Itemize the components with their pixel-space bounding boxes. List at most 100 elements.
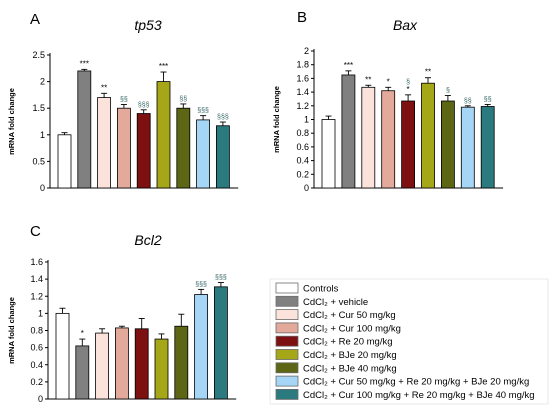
legend-entry: CdCl₂ + Cur 100 mg/kg: [303, 323, 401, 334]
y-tick-label: 0.6: [296, 142, 309, 152]
legend-entry: Controls: [303, 284, 339, 295]
legend-swatch: [275, 335, 299, 347]
bar: [136, 113, 151, 189]
y-tick-label: 0.4: [296, 156, 309, 166]
panel-c: C Bcl2 mRNA fold change 0 0.2 0.4 0.6 0.8 1 1.2 1.…: [7, 223, 237, 404]
chart-title: Bcl2: [134, 232, 161, 248]
y-tick-label: 0: [38, 394, 43, 404]
bar: [194, 294, 209, 400]
bar: [95, 332, 109, 400]
bar: [154, 338, 169, 400]
y-tick-label: 1.2: [296, 101, 309, 111]
significance-label: *: [81, 329, 84, 338]
y-tick-label: 2: [304, 46, 309, 56]
bar: [361, 86, 376, 189]
bar: [117, 107, 131, 189]
y-tick-label: 1.8: [296, 60, 309, 70]
bar: [156, 81, 171, 189]
significance-label: §§§: [217, 114, 229, 121]
legend-swatch: [275, 388, 299, 400]
bar: [134, 328, 149, 400]
legend-entry: CdCl₂ + BJe 20 mg/kg: [303, 350, 397, 361]
y-tick-label: 0.2: [296, 169, 309, 179]
bar: [440, 100, 455, 189]
significance-label: ***: [159, 62, 168, 71]
bar: [196, 119, 211, 189]
legend-entry: CdCl₂ + BJe 40 mg/kg: [303, 363, 397, 374]
legend-swatch: [275, 322, 299, 334]
legend-swatch: [275, 309, 299, 321]
legend-swatch: [275, 295, 299, 307]
bar: [97, 97, 111, 189]
significance-label: §: [406, 79, 410, 86]
legend-entry: CdCl₂ + Cur 50 mg/kg: [303, 310, 396, 321]
legend-entry: CdCl₂ + vehicle: [303, 297, 368, 308]
legend: Controls CdCl₂ + vehicle CdCl₂ + Cur 50 mg…: [269, 278, 549, 405]
y-tick-label: 1.4: [30, 274, 43, 284]
significance-label: ***: [344, 61, 353, 70]
legend-swatch: [275, 375, 299, 387]
y-tick-label: 0.8: [30, 326, 43, 336]
significance-label: §§§: [215, 275, 227, 282]
bar: [321, 119, 336, 189]
legend-entry: CdCl₂ + Cur 50 mg/kg + Re 20 mg/kg + BJe…: [303, 377, 529, 388]
significance-label: §§§: [138, 102, 150, 109]
y-axis-label: mRNA fold change: [7, 297, 16, 364]
panel-letter: C: [30, 223, 41, 240]
bar: [480, 106, 495, 189]
bar: [174, 325, 189, 400]
significance-label: **: [425, 68, 431, 77]
legend-swatch: [275, 282, 299, 294]
y-tick-label: 0.6: [30, 343, 43, 353]
bar: [341, 74, 356, 189]
bar: [115, 327, 129, 400]
y-tick-label: 1.6: [30, 257, 43, 267]
bar: [176, 107, 191, 189]
bar: [421, 82, 435, 189]
bar: [77, 70, 92, 189]
bar: [401, 100, 416, 189]
y-tick-label: 1.5: [32, 103, 45, 113]
significance-label: ***: [80, 59, 89, 68]
panel-b: B Bax mRNA fold change 0 0.2 0.4 0.6 0.8 1 1.2 1.4…: [272, 9, 504, 193]
y-tick-label: 1.4: [296, 87, 309, 97]
chart-title: Bax: [393, 17, 418, 33]
panel-letter: B: [297, 9, 307, 26]
y-axis-label: mRNA fold change: [7, 88, 16, 155]
y-tick-label: 2.5: [32, 50, 45, 60]
legend-swatch: [275, 349, 299, 360]
significance-label: §§: [120, 96, 128, 103]
significance-label: §§: [464, 98, 472, 105]
significance-label: **: [101, 83, 107, 92]
y-tick-label: 1: [38, 308, 43, 318]
legend-entry: CdCl₂ + Re 20 mg/kg: [303, 337, 393, 348]
significance-label: §§: [179, 96, 187, 103]
significance-label: §§: [484, 96, 492, 103]
y-tick-label: 0.2: [30, 377, 43, 387]
legend-frame: [269, 278, 549, 405]
significance-label: *: [407, 85, 410, 94]
y-axis-label: mRNA fold change: [272, 86, 281, 153]
y-tick-label: 0: [40, 183, 45, 193]
bar: [55, 312, 70, 400]
panel-letter: A: [30, 11, 40, 28]
y-tick-label: 1: [304, 115, 309, 125]
y-tick-label: 0.8: [296, 128, 309, 138]
significance-label: **: [365, 75, 371, 84]
bar: [75, 345, 90, 400]
bar: [460, 106, 475, 189]
significance-label: §: [446, 88, 450, 95]
legend-swatch: [275, 362, 299, 374]
bar: [215, 125, 230, 189]
legend-entry: CdCl₂ + Cur 100 mg/kg + Re 20 mg/kg + BJ…: [303, 390, 535, 401]
bar: [57, 134, 72, 189]
y-tick-label: 1: [40, 130, 45, 140]
significance-label: *: [387, 77, 390, 86]
y-tick-label: 0.4: [30, 360, 43, 370]
significance-label: §§§: [197, 108, 209, 115]
y-tick-label: 1.2: [30, 291, 43, 301]
y-tick-label: 1.6: [296, 73, 309, 83]
